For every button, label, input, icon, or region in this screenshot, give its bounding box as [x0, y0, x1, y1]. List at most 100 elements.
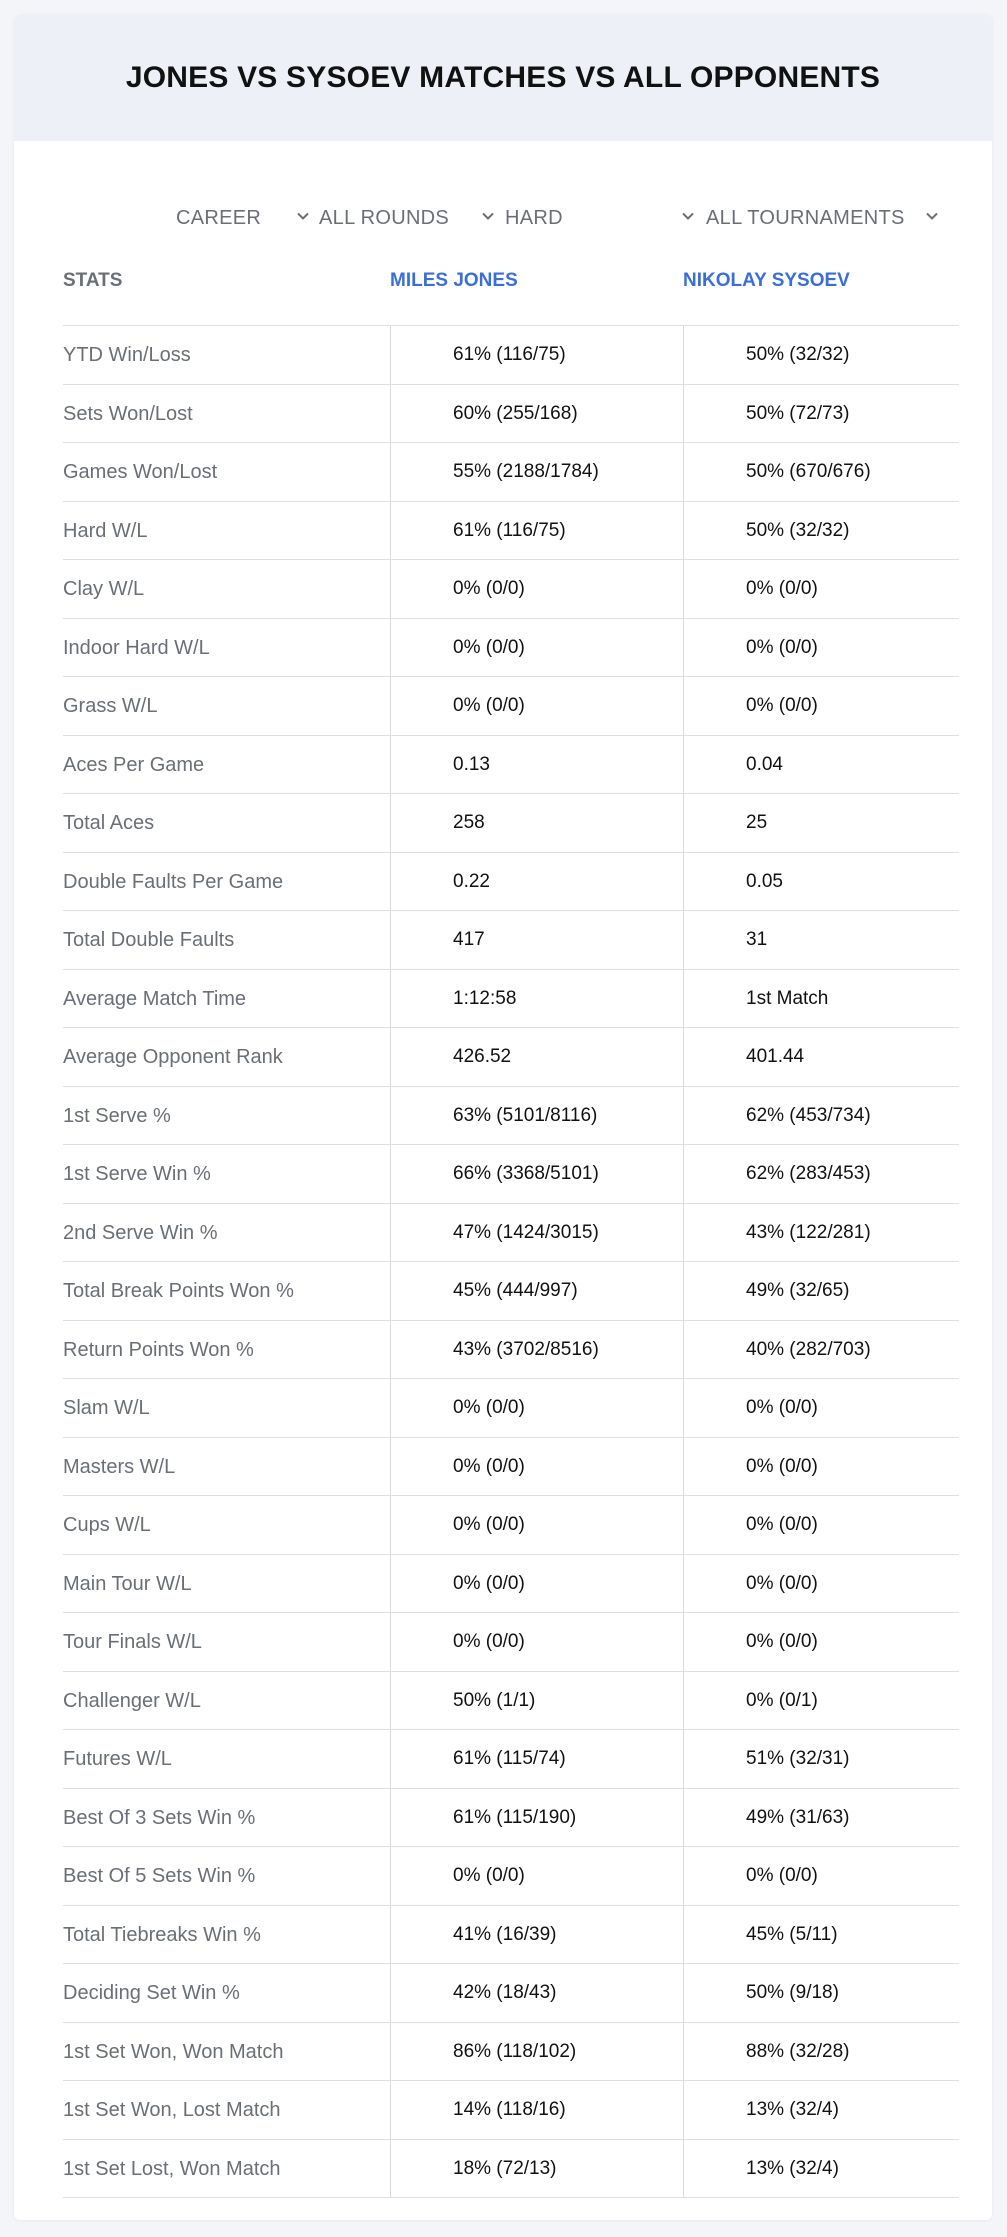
column-divider [683, 325, 684, 2197]
player2-stat-value: 50% (670/676) [746, 461, 871, 482]
stat-label: 1st Set Lost, Won Match [63, 2157, 281, 2180]
player2-stat-value: 13% (32/4) [746, 2099, 839, 2120]
table-row: 1st Serve Win % 66% (3368/5101) 62% (283/4… [63, 1145, 959, 1204]
stats-card: JONES VS SYSOEV MATCHES VS ALL OPPONENTS… [14, 14, 992, 2220]
player1-stat-value: 0% (0/0) [453, 1514, 525, 1535]
player2-column-header[interactable]: NIKOLAY SYSOEV [683, 270, 850, 291]
player1-stat-value: 0% (0/0) [453, 636, 525, 658]
table-row: 2nd Serve Win % 47% (1424/3015) 43% (122/2… [63, 1204, 959, 1262]
player2-stat-value: 50% (72/73) [746, 402, 850, 424]
stat-label: 1st Set Won, Won Match [63, 2040, 284, 2063]
player2-stat-value: 62% (283/453) [746, 1163, 871, 1184]
stat-label: Average Opponent Rank [63, 1046, 283, 1068]
filter-surface[interactable]: HARD [505, 191, 700, 245]
stat-label: Futures W/L [63, 1748, 172, 1770]
stat-label: Slam W/L [63, 1397, 150, 1419]
table-row: Games Won/Lost 55% (2188/1784) 50% (670/67… [63, 443, 959, 502]
stat-label: Sets Won/Lost [63, 402, 193, 425]
player1-stat-value: 0% (0/0) [453, 1572, 525, 1594]
table-row: Total Tiebreaks Win % 41% (16/39) 45% (5/1… [63, 1906, 959, 1964]
filter-career[interactable]: CAREER [176, 191, 316, 245]
stat-label: Total Double Faults [63, 929, 235, 951]
filter-bar: CAREER ALL ROUNDS HARD ALL TOURNAMENTS [14, 191, 992, 245]
filter-rounds-label: ALL ROUNDS [319, 206, 450, 229]
table-row: Hard W/L 61% (116/75) 50% (32/32) [63, 502, 959, 560]
table-row: Deciding Set Win % 42% (18/43) 50% (9/18) [63, 1964, 959, 2023]
player2-stat-value: 0% (0/0) [746, 1631, 818, 1652]
card-header: JONES VS SYSOEV MATCHES VS ALL OPPONENTS [14, 14, 992, 141]
player2-stat-value: 0% (0/0) [746, 1572, 818, 1594]
player1-stat-value: 1:12:58 [453, 987, 517, 1009]
table-row: Average Opponent Rank 426.52 401.44 [63, 1028, 959, 1087]
player2-stat-value: 49% (32/65) [746, 1280, 850, 1301]
filter-rounds[interactable]: ALL ROUNDS [319, 191, 499, 245]
player2-stat-value: 401.44 [746, 1046, 805, 1067]
table-row: Main Tour W/L 0% (0/0) 0% (0/0) [63, 1555, 959, 1613]
player1-stat-value: 0% (0/0) [453, 578, 525, 599]
stat-label: Aces Per Game [63, 753, 205, 776]
player2-stat-value: 49% (31/63) [746, 1806, 850, 1828]
player2-stat-value: 25 [746, 812, 768, 833]
stat-label: 1st Set Won, Lost Match [63, 2099, 281, 2121]
player1-stat-value: 61% (116/75) [453, 344, 566, 365]
player1-stat-value: 41% (16/39) [453, 1923, 557, 1945]
player1-stat-value: 0% (0/0) [453, 1865, 525, 1886]
player1-stat-value: 18% (72/13) [453, 2157, 557, 2179]
player1-stat-value: 426.52 [453, 1046, 512, 1067]
player2-stat-value: 51% (32/31) [746, 1748, 850, 1769]
stat-label: Hard W/L [63, 519, 148, 542]
table-row: 1st Serve % 63% (5101/8116) 62% (453/734) [63, 1087, 959, 1145]
player1-stat-value: 0% (0/0) [453, 695, 525, 716]
player2-stat-value: 0% (0/0) [746, 1514, 818, 1535]
stat-label: Masters W/L [63, 1455, 176, 1478]
table-row: Aces Per Game 0.13 0.04 [63, 736, 959, 794]
player2-stat-value: 0% (0/0) [746, 1455, 818, 1477]
player1-stat-value: 0% (0/0) [453, 1397, 525, 1418]
stat-label: 1st Serve Win % [63, 1163, 211, 1185]
player2-stat-value: 0.04 [746, 753, 783, 775]
stat-label: Games Won/Lost [63, 461, 218, 483]
stat-label: Total Tiebreaks Win % [63, 1923, 261, 1946]
stat-label: Cups W/L [63, 1514, 151, 1536]
player1-stat-value: 14% (118/16) [453, 2099, 566, 2120]
player1-stat-value: 86% (118/102) [453, 2040, 577, 2062]
player1-stat-value: 417 [453, 929, 485, 950]
table-row: 1st Set Won, Won Match 86% (118/102) 88% (… [63, 2023, 959, 2081]
player1-stat-value: 0% (0/0) [453, 1631, 525, 1652]
player2-stat-value: 62% (453/734) [746, 1104, 871, 1126]
filter-career-label: CAREER [176, 206, 262, 229]
filter-tournaments-label: ALL TOURNAMENTS [706, 206, 905, 229]
player2-stat-value: 88% (32/28) [746, 2040, 850, 2062]
stat-label: 1st Serve % [63, 1104, 171, 1127]
player1-stat-value: 60% (255/168) [453, 402, 578, 424]
player1-stat-value: 258 [453, 812, 485, 833]
player1-stat-value: 42% (18/43) [453, 1982, 557, 2003]
player2-stat-value: 1st Match [746, 987, 829, 1009]
table-row: Total Break Points Won % 45% (444/997) 49%… [63, 1262, 959, 1321]
stat-label: Best Of 3 Sets Win % [63, 1806, 256, 1829]
player2-stat-value: 43% (122/281) [746, 1221, 871, 1243]
table-row: 1st Set Lost, Won Match 18% (72/13) 13% (3… [63, 2140, 959, 2198]
player1-stat-value: 47% (1424/3015) [453, 1221, 599, 1243]
filter-tournaments[interactable]: ALL TOURNAMENTS [706, 191, 941, 245]
stat-label: Double Faults Per Game [63, 870, 284, 893]
player2-stat-value: 13% (32/4) [746, 2157, 839, 2179]
table-header: STATS MILES JONES NIKOLAY SYSOEV [63, 254, 959, 324]
player1-stat-value: 0.13 [453, 753, 490, 775]
table-row: Slam W/L 0% (0/0) 0% (0/0) [63, 1379, 959, 1438]
table-row: Indoor Hard W/L 0% (0/0) 0% (0/0) [63, 619, 959, 677]
table-row: Sets Won/Lost 60% (255/168) 50% (72/73) [63, 385, 959, 443]
player2-stat-value: 45% (5/11) [746, 1923, 838, 1945]
player1-stat-value: 61% (115/74) [453, 1748, 566, 1769]
stat-label: Grass W/L [63, 695, 158, 717]
player1-stat-value: 61% (115/190) [453, 1806, 577, 1828]
table-row: Best Of 3 Sets Win % 61% (115/190) 49% (31… [63, 1789, 959, 1847]
stat-label: Average Match Time [63, 987, 247, 1010]
chevron-down-icon [681, 209, 695, 223]
player2-stat-value: 31 [746, 929, 768, 950]
player2-stat-value: 40% (282/703) [746, 1338, 871, 1360]
chevron-down-icon [481, 209, 495, 223]
chevron-down-icon [296, 209, 310, 223]
player1-column-header[interactable]: MILES JONES [390, 270, 518, 291]
player1-stat-value: 45% (444/997) [453, 1280, 578, 1301]
